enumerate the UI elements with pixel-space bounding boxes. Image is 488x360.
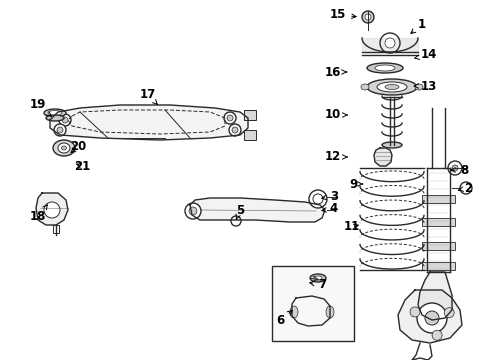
Circle shape [189, 207, 197, 215]
Circle shape [228, 124, 241, 136]
Ellipse shape [289, 306, 297, 318]
Circle shape [308, 190, 326, 208]
Ellipse shape [414, 84, 422, 90]
Ellipse shape [374, 65, 394, 71]
Polygon shape [50, 105, 247, 140]
Ellipse shape [360, 84, 368, 90]
Ellipse shape [46, 115, 64, 121]
Ellipse shape [366, 63, 402, 73]
Circle shape [364, 14, 370, 20]
Ellipse shape [381, 142, 401, 148]
Text: 12: 12 [324, 150, 346, 163]
Ellipse shape [376, 82, 406, 92]
Ellipse shape [53, 140, 75, 156]
Circle shape [230, 216, 241, 226]
Circle shape [231, 127, 238, 133]
Circle shape [184, 203, 201, 219]
Circle shape [62, 117, 68, 123]
Circle shape [226, 115, 232, 121]
Circle shape [57, 127, 63, 133]
Text: 10: 10 [324, 108, 346, 122]
Circle shape [459, 182, 471, 194]
Circle shape [44, 202, 60, 218]
Bar [271, 266, 353, 341]
Circle shape [384, 38, 394, 48]
Circle shape [409, 307, 419, 317]
Bar [244, 130, 256, 140]
Text: 20: 20 [70, 140, 86, 153]
Text: 18: 18 [30, 205, 47, 224]
Text: 17: 17 [140, 89, 157, 104]
Text: 16: 16 [324, 66, 346, 78]
Circle shape [443, 308, 453, 318]
Text: 19: 19 [30, 99, 51, 116]
Text: 3: 3 [321, 189, 337, 202]
Circle shape [416, 303, 446, 333]
Ellipse shape [48, 111, 62, 116]
Text: 14: 14 [414, 49, 436, 62]
Text: 21: 21 [74, 159, 90, 172]
Bar [421, 262, 454, 270]
Text: 13: 13 [413, 80, 436, 93]
Bar [421, 242, 454, 250]
Polygon shape [36, 193, 68, 225]
Circle shape [59, 114, 71, 126]
Circle shape [224, 112, 236, 124]
Text: 5: 5 [235, 203, 244, 219]
Ellipse shape [61, 146, 66, 150]
Bar [421, 218, 454, 226]
Text: 4: 4 [321, 202, 337, 216]
Text: 7: 7 [309, 279, 325, 292]
Bar [244, 110, 256, 120]
Text: 11: 11 [343, 220, 359, 234]
Ellipse shape [309, 274, 325, 282]
Ellipse shape [44, 109, 66, 117]
Polygon shape [373, 148, 391, 166]
Ellipse shape [384, 85, 398, 90]
Text: 15: 15 [329, 9, 355, 22]
Text: 6: 6 [275, 311, 291, 328]
Ellipse shape [313, 276, 321, 280]
Circle shape [424, 311, 438, 325]
Ellipse shape [366, 79, 416, 95]
Circle shape [54, 124, 66, 136]
Ellipse shape [58, 143, 70, 153]
Polygon shape [417, 272, 451, 320]
Polygon shape [397, 290, 461, 343]
Circle shape [431, 330, 441, 340]
Ellipse shape [325, 306, 333, 318]
Text: 8: 8 [450, 163, 467, 176]
Bar [53, 225, 59, 233]
Circle shape [451, 165, 457, 171]
Text: 9: 9 [348, 177, 362, 190]
Text: 1: 1 [410, 18, 425, 33]
Circle shape [361, 11, 373, 23]
Circle shape [447, 161, 461, 175]
Text: 2: 2 [457, 181, 471, 194]
Polygon shape [190, 198, 325, 222]
Bar [421, 195, 454, 203]
